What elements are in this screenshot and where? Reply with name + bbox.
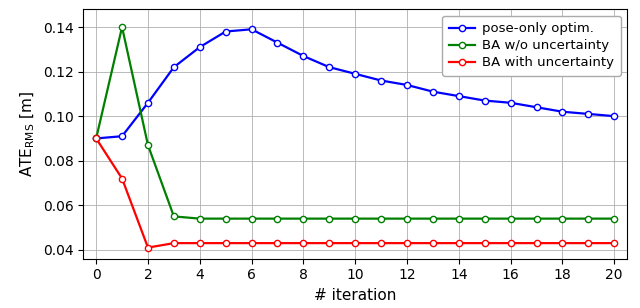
BA with uncertainty xyxy=(584,241,592,245)
BA w/o uncertainty xyxy=(326,217,333,221)
Y-axis label: ATE$_{\mathregular{RMS}}$ [m]: ATE$_{\mathregular{RMS}}$ [m] xyxy=(19,91,37,177)
BA with uncertainty xyxy=(118,177,126,180)
BA w/o uncertainty xyxy=(144,143,152,147)
BA with uncertainty xyxy=(170,241,178,245)
BA w/o uncertainty xyxy=(196,217,204,221)
BA with uncertainty xyxy=(222,241,230,245)
BA w/o uncertainty xyxy=(429,217,436,221)
BA with uncertainty xyxy=(248,241,255,245)
BA w/o uncertainty xyxy=(611,217,618,221)
pose-only optim. xyxy=(377,79,385,82)
BA w/o uncertainty xyxy=(584,217,592,221)
BA with uncertainty xyxy=(429,241,436,245)
pose-only optim. xyxy=(507,101,515,105)
BA w/o uncertainty xyxy=(248,217,255,221)
BA with uncertainty xyxy=(144,246,152,249)
BA w/o uncertainty xyxy=(300,217,307,221)
pose-only optim. xyxy=(429,90,436,94)
pose-only optim. xyxy=(559,110,566,114)
BA with uncertainty xyxy=(559,241,566,245)
Line: BA with uncertainty: BA with uncertainty xyxy=(93,135,618,251)
Legend: pose-only optim., BA w/o uncertainty, BA with uncertainty: pose-only optim., BA w/o uncertainty, BA… xyxy=(442,16,621,76)
BA w/o uncertainty xyxy=(481,217,488,221)
BA w/o uncertainty xyxy=(222,217,230,221)
BA w/o uncertainty xyxy=(455,217,463,221)
BA with uncertainty xyxy=(507,241,515,245)
BA with uncertainty xyxy=(481,241,488,245)
pose-only optim. xyxy=(455,94,463,98)
BA w/o uncertainty xyxy=(351,217,359,221)
BA with uncertainty xyxy=(274,241,282,245)
pose-only optim. xyxy=(351,72,359,76)
pose-only optim. xyxy=(222,30,230,33)
BA w/o uncertainty xyxy=(559,217,566,221)
BA with uncertainty xyxy=(326,241,333,245)
BA with uncertainty xyxy=(611,241,618,245)
pose-only optim. xyxy=(403,83,411,87)
BA w/o uncertainty xyxy=(532,217,540,221)
BA with uncertainty xyxy=(300,241,307,245)
pose-only optim. xyxy=(274,41,282,44)
BA with uncertainty xyxy=(532,241,540,245)
BA with uncertainty xyxy=(377,241,385,245)
pose-only optim. xyxy=(481,99,488,103)
BA with uncertainty xyxy=(92,136,100,140)
BA w/o uncertainty xyxy=(403,217,411,221)
BA with uncertainty xyxy=(455,241,463,245)
pose-only optim. xyxy=(196,45,204,49)
pose-only optim. xyxy=(300,54,307,58)
pose-only optim. xyxy=(248,27,255,31)
Line: BA w/o uncertainty: BA w/o uncertainty xyxy=(93,24,618,222)
pose-only optim. xyxy=(326,65,333,69)
pose-only optim. xyxy=(170,65,178,69)
BA w/o uncertainty xyxy=(274,217,282,221)
pose-only optim. xyxy=(144,101,152,105)
BA w/o uncertainty xyxy=(377,217,385,221)
BA w/o uncertainty xyxy=(118,25,126,29)
pose-only optim. xyxy=(92,136,100,140)
BA with uncertainty xyxy=(196,241,204,245)
BA w/o uncertainty xyxy=(92,136,100,140)
BA with uncertainty xyxy=(351,241,359,245)
Line: pose-only optim.: pose-only optim. xyxy=(93,26,618,142)
pose-only optim. xyxy=(532,105,540,109)
BA w/o uncertainty xyxy=(507,217,515,221)
X-axis label: # iteration: # iteration xyxy=(314,288,396,303)
pose-only optim. xyxy=(611,114,618,118)
pose-only optim. xyxy=(584,112,592,116)
pose-only optim. xyxy=(118,134,126,138)
BA with uncertainty xyxy=(403,241,411,245)
BA w/o uncertainty xyxy=(170,215,178,218)
